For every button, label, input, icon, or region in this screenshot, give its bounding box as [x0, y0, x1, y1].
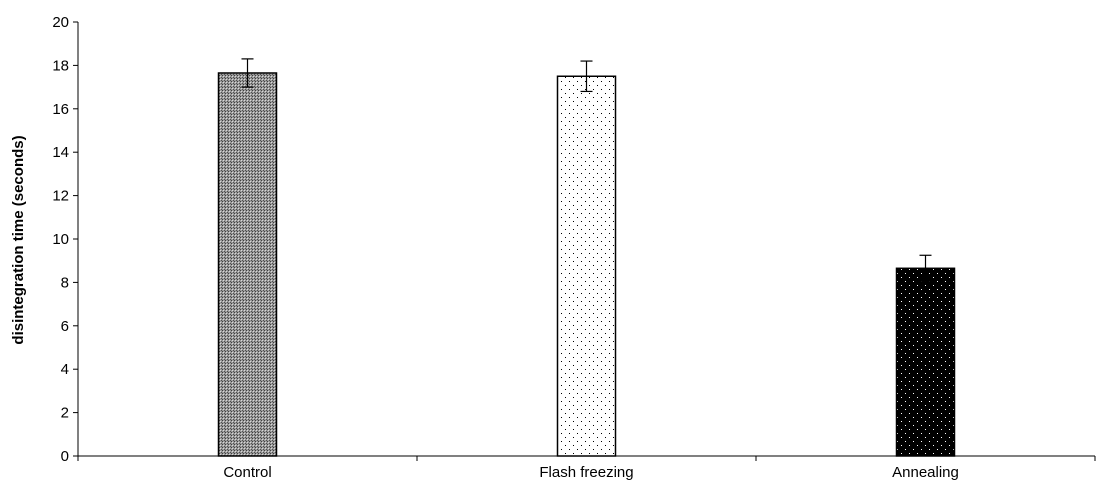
bar [556, 75, 617, 457]
x-tick-label: Flash freezing [539, 464, 633, 481]
y-tick-label: 8 [61, 274, 69, 291]
error-bars [241, 58, 932, 282]
y-axis-title: disintegration time (seconds) [10, 135, 27, 344]
x-tick-label: Annealing [892, 464, 959, 481]
y-tick-label: 10 [52, 231, 69, 248]
y-axis: 0 2 4 6 8 10 12 14 16 18 20 [52, 14, 79, 465]
y-tick-label: 20 [52, 14, 69, 31]
y-tick-label: 4 [61, 361, 69, 378]
y-tick-label: 6 [61, 318, 69, 335]
x-tick-label: Control [223, 464, 271, 481]
bars [217, 72, 956, 457]
bar [895, 267, 956, 457]
bar [217, 72, 278, 457]
y-tick-label: 18 [52, 57, 69, 74]
y-tick-label: 14 [52, 144, 69, 161]
y-tick-label: 12 [52, 188, 69, 205]
y-tick-label: 16 [52, 101, 69, 118]
x-axis: Control Flash freezing Annealing [77, 455, 1096, 481]
y-tick-label: 0 [61, 448, 69, 465]
y-tick-label: 2 [61, 405, 69, 422]
